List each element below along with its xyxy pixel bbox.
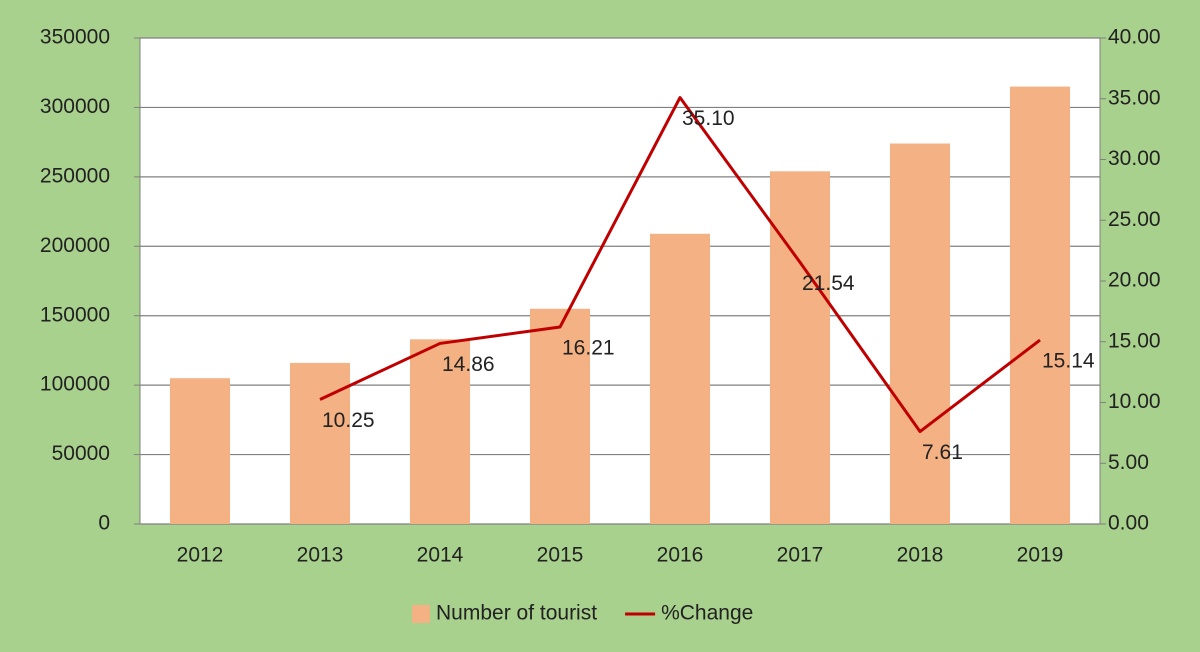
line <box>319 96 1041 434</box>
data-label: 15.14 <box>1042 350 1095 373</box>
bar <box>650 233 710 524</box>
x-tick-label: 2017 <box>777 544 824 567</box>
bar <box>290 362 350 524</box>
y2-tick-label: 20.00 <box>1108 269 1161 292</box>
bar <box>170 378 230 524</box>
y-tick-label: 150000 <box>40 303 110 326</box>
data-label: 21.54 <box>802 272 855 295</box>
x-tick-label: 2012 <box>177 544 224 567</box>
x-tick-label: 2015 <box>537 544 584 567</box>
bar <box>1010 86 1070 524</box>
y-tick-label: 250000 <box>40 164 110 187</box>
data-label: 7.61 <box>922 441 963 464</box>
y2-tick-label: 35.00 <box>1108 86 1161 109</box>
x-tick-label: 2014 <box>417 544 464 567</box>
data-label: 35.10 <box>682 107 735 130</box>
y2-tick-label: 5.00 <box>1108 451 1149 474</box>
x-tick-label: 2019 <box>1017 544 1064 567</box>
y2-tick-label: 10.00 <box>1108 390 1161 413</box>
y2-tick-label: 40.00 <box>1108 26 1161 49</box>
legend-swatch <box>412 605 430 623</box>
y-tick-label: 0 <box>98 512 110 535</box>
y2-tick-label: 0.00 <box>1108 512 1149 535</box>
y-tick-label: 300000 <box>40 95 110 118</box>
legend-label: Number of tourist <box>436 602 597 625</box>
legend-label: %Change <box>661 602 753 625</box>
y-tick-label: 50000 <box>52 442 110 465</box>
y2-tick-label: 15.00 <box>1108 329 1161 352</box>
data-label: 10.25 <box>322 409 375 432</box>
y2-tick-label: 30.00 <box>1108 147 1161 170</box>
bar <box>890 143 950 524</box>
y-tick-label: 100000 <box>40 373 110 396</box>
y2-tick-label: 25.00 <box>1108 208 1161 231</box>
data-label: 16.21 <box>562 337 615 360</box>
x-tick-label: 2013 <box>297 544 344 567</box>
bar <box>530 308 590 524</box>
y-tick-label: 350000 <box>40 26 110 49</box>
bar <box>770 171 830 524</box>
y-tick-label: 200000 <box>40 234 110 257</box>
x-tick-label: 2016 <box>657 544 704 567</box>
x-tick-label: 2018 <box>897 544 944 567</box>
bar <box>410 339 470 524</box>
data-label: 14.86 <box>442 353 495 376</box>
